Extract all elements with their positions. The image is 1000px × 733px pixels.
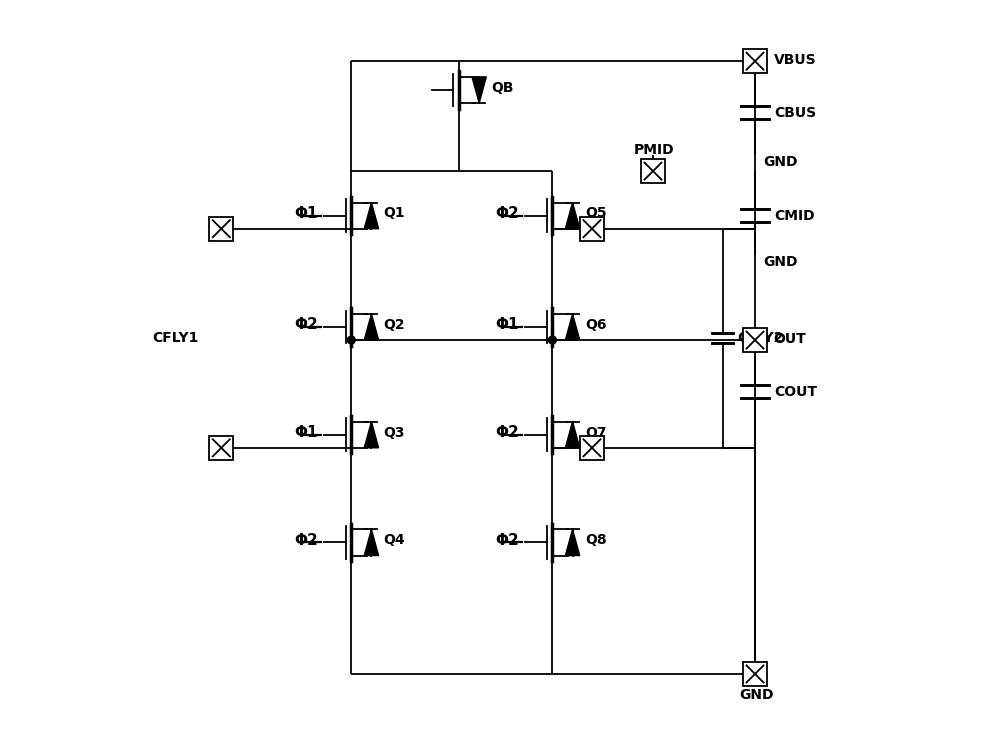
Bar [209,217,233,240]
Polygon shape [364,421,379,448]
Text: Q2: Q2 [384,318,405,332]
Text: Q6: Q6 [585,318,606,332]
Bar [743,328,767,352]
Circle shape [548,336,556,344]
Text: OUT: OUT [774,331,806,346]
Polygon shape [565,314,580,340]
Text: Φ1: Φ1 [294,206,318,221]
Text: CMID: CMID [774,209,815,223]
Text: Φ1: Φ1 [294,425,318,440]
Text: GND: GND [764,255,798,269]
Bar [209,436,233,460]
Polygon shape [364,202,379,229]
Polygon shape [565,421,580,448]
Text: GND: GND [739,688,774,702]
Bar [580,436,604,460]
Text: Q7: Q7 [585,426,606,440]
Bar [580,217,604,240]
Polygon shape [565,202,580,229]
Text: Φ2: Φ2 [294,533,318,548]
Text: Q3: Q3 [384,426,405,440]
Text: Φ2: Φ2 [495,533,519,548]
Text: VBUS: VBUS [774,53,816,67]
Text: Q4: Q4 [384,534,405,548]
Text: Φ2: Φ2 [495,206,519,221]
Text: CFLY2: CFLY2 [737,331,783,345]
Text: Φ2: Φ2 [495,425,519,440]
Polygon shape [364,314,379,340]
Text: COUT: COUT [774,385,817,399]
Text: Q1: Q1 [384,207,405,221]
Circle shape [347,336,355,344]
Text: Q5: Q5 [585,207,606,221]
Text: PMID: PMID [634,142,675,157]
Text: Φ2: Φ2 [294,317,318,332]
Text: GND: GND [764,155,798,169]
Bar [641,159,665,183]
Text: Φ1: Φ1 [495,317,519,332]
Text: CFLY1: CFLY1 [152,331,198,345]
Bar [743,49,767,73]
Polygon shape [472,77,486,103]
Polygon shape [565,529,580,556]
Bar [743,662,767,686]
Text: CBUS: CBUS [774,106,817,120]
Text: QB: QB [491,81,514,95]
Polygon shape [364,529,379,556]
Text: Q8: Q8 [585,534,606,548]
